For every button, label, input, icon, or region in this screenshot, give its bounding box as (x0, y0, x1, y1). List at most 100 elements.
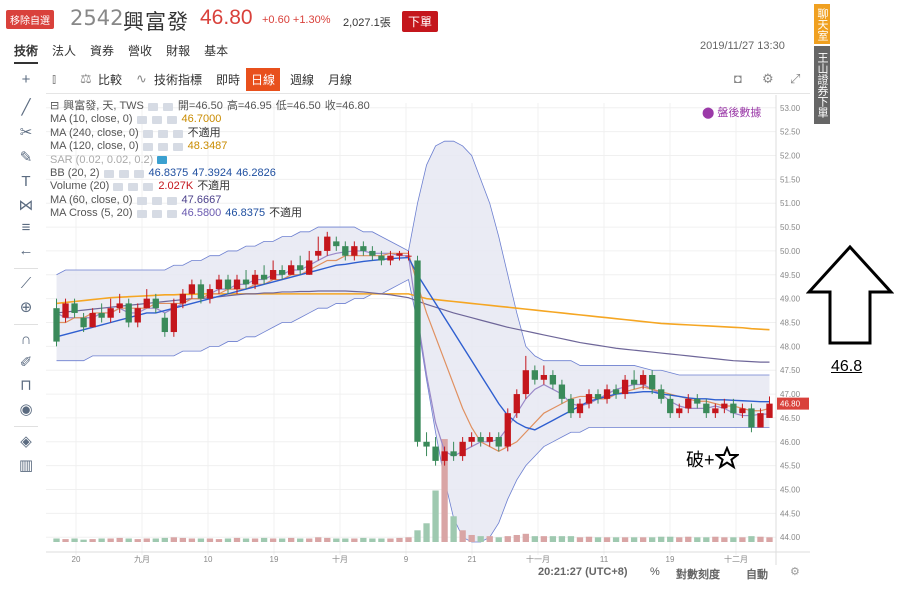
close-toggle-icon[interactable] (166, 196, 177, 205)
candle-type-icon[interactable]: ⫾ (52, 71, 57, 86)
indicator-icon[interactable]: ∿ (136, 71, 147, 86)
back-arrow-icon[interactable]: ← (18, 242, 34, 259)
tab-technical[interactable]: 技術 (14, 42, 39, 64)
legend-ma60-value: 47.6667 (181, 193, 222, 206)
settings-toggle-icon[interactable] (151, 116, 162, 125)
chat-room-tab[interactable]: 聊天室 (814, 4, 830, 44)
log-scale-toggle[interactable]: 對數刻度 (676, 569, 720, 581)
settings-toggle-icon[interactable] (151, 196, 162, 205)
close-toggle-icon[interactable] (133, 169, 144, 178)
crosshair-icon[interactable]: + (21, 71, 31, 88)
x-tick-label: 9 (404, 555, 409, 564)
settings-toggle-icon[interactable] (118, 169, 129, 178)
fullscreen-icon[interactable]: ⤢ (790, 71, 801, 86)
broker-order-tab[interactable]: 王山證券下單 (814, 46, 830, 124)
eye-toggle-icon[interactable] (142, 142, 153, 151)
zoom-in-icon[interactable]: ⊕ (19, 299, 33, 316)
candle-body (387, 255, 394, 261)
candle-body (757, 413, 764, 428)
settings-toggle-icon[interactable] (162, 102, 173, 111)
eye-toggle-icon[interactable] (136, 209, 147, 218)
order-button[interactable]: 下單 (402, 11, 439, 32)
close-toggle-icon[interactable] (166, 209, 177, 218)
tab-margin[interactable]: 資券 (90, 44, 115, 58)
auto-scale-toggle[interactable]: 自動 (746, 569, 768, 581)
price-chart[interactable]: 53.00 52.50 52.00 51.50 51.00 50.50 50.00 49.50… (46, 95, 810, 565)
quote-header: 移除自選 2542 興富發 46.80 +0.60 +1.30% 2,027.1… (0, 0, 810, 64)
lock-icon[interactable]: ⊓ (20, 377, 32, 394)
volume-bar (53, 538, 60, 542)
trend-line-icon[interactable]: ╱ (21, 99, 31, 116)
trash-icon[interactable]: ▥ (18, 457, 34, 474)
bollinger-lower-line (56, 278, 770, 543)
remove-watchlist-button[interactable]: 移除自選 (6, 10, 54, 29)
volume-bar (757, 536, 764, 542)
tab-financials[interactable]: 財報 (166, 44, 191, 58)
ma60-line (56, 290, 770, 363)
close-toggle-icon[interactable] (166, 116, 177, 125)
candle-body (89, 312, 96, 328)
compare-icon[interactable]: ⚖ (80, 71, 92, 86)
measure-tool-icon[interactable]: ≡ (21, 219, 31, 236)
settings-toggle-icon[interactable] (157, 129, 168, 138)
interval-monthly[interactable]: 月線 (328, 73, 353, 87)
volume-bar (251, 538, 259, 542)
volume-bar (459, 530, 466, 542)
eye-toggle-icon[interactable] (147, 102, 158, 111)
volume-bar (62, 539, 69, 542)
compare-button[interactable]: 比較 (98, 73, 123, 87)
interval-realtime[interactable]: 即時 (216, 73, 241, 87)
candle-body (369, 250, 376, 256)
interval-weekly[interactable]: 週線 (290, 73, 315, 87)
volume-bar (721, 537, 728, 542)
candle-body (639, 374, 647, 385)
volume-bar (450, 516, 457, 542)
eye-toggle-icon[interactable] (157, 156, 168, 165)
settings-toggle-icon[interactable] (128, 183, 139, 192)
tab-institutional[interactable]: 法人 (52, 44, 77, 58)
ruler-icon[interactable]: ⟋ (20, 275, 32, 292)
settings-toggle-icon[interactable] (157, 142, 168, 151)
break-annotation: 破+ (686, 445, 741, 472)
eye-toggle-icon[interactable] (103, 169, 114, 178)
layers-icon[interactable]: ◈ (20, 433, 32, 450)
settings-toggle-icon[interactable] (151, 209, 162, 218)
eye-icon[interactable]: ◉ (19, 401, 33, 418)
volume-bar (486, 536, 493, 542)
candle-body (333, 241, 340, 247)
close-toggle-icon[interactable] (172, 129, 183, 138)
indicators-button[interactable]: 技術指標 (154, 73, 203, 87)
volume-bar (116, 537, 123, 542)
candle-body (360, 246, 367, 251)
footer-settings-icon[interactable]: ⚙ (790, 566, 800, 578)
candle-body (739, 408, 746, 414)
tab-basic[interactable]: 基本 (204, 44, 229, 58)
eye-toggle-icon[interactable] (136, 196, 147, 205)
volume-bar (585, 536, 593, 542)
settings-gear-icon[interactable]: ⚙ (762, 71, 774, 86)
brush-icon[interactable]: ✎ (19, 149, 33, 166)
magnet-icon[interactable]: ∩ (20, 331, 32, 348)
candle-body (748, 408, 755, 428)
volume-bar (621, 537, 629, 542)
interval-daily[interactable]: 日線 (246, 68, 281, 91)
pencil-lock-icon[interactable]: ✐ (19, 354, 33, 371)
tab-revenue[interactable]: 營收 (128, 44, 153, 58)
collapse-icon[interactable]: ⊟ (50, 100, 60, 112)
text-tool-icon[interactable]: T (21, 173, 31, 190)
candle-body (504, 413, 511, 447)
close-toggle-icon[interactable] (143, 183, 154, 192)
eye-toggle-icon[interactable] (142, 129, 153, 138)
pattern-tool-icon[interactable]: ⋈ (18, 197, 34, 214)
volume-bar (540, 536, 548, 542)
fib-tool-icon[interactable]: ✂ (19, 124, 33, 141)
candle-body (441, 451, 448, 461)
percent-toggle[interactable]: % (650, 566, 660, 578)
eye-toggle-icon[interactable] (113, 183, 124, 192)
volume-bar (342, 538, 349, 542)
camera-icon[interactable]: ◘ (734, 71, 742, 86)
volume-bar (197, 538, 205, 542)
eye-toggle-icon[interactable] (136, 116, 147, 125)
close-toggle-icon[interactable] (172, 142, 183, 151)
y-tick-label: 48.00 (780, 342, 801, 351)
